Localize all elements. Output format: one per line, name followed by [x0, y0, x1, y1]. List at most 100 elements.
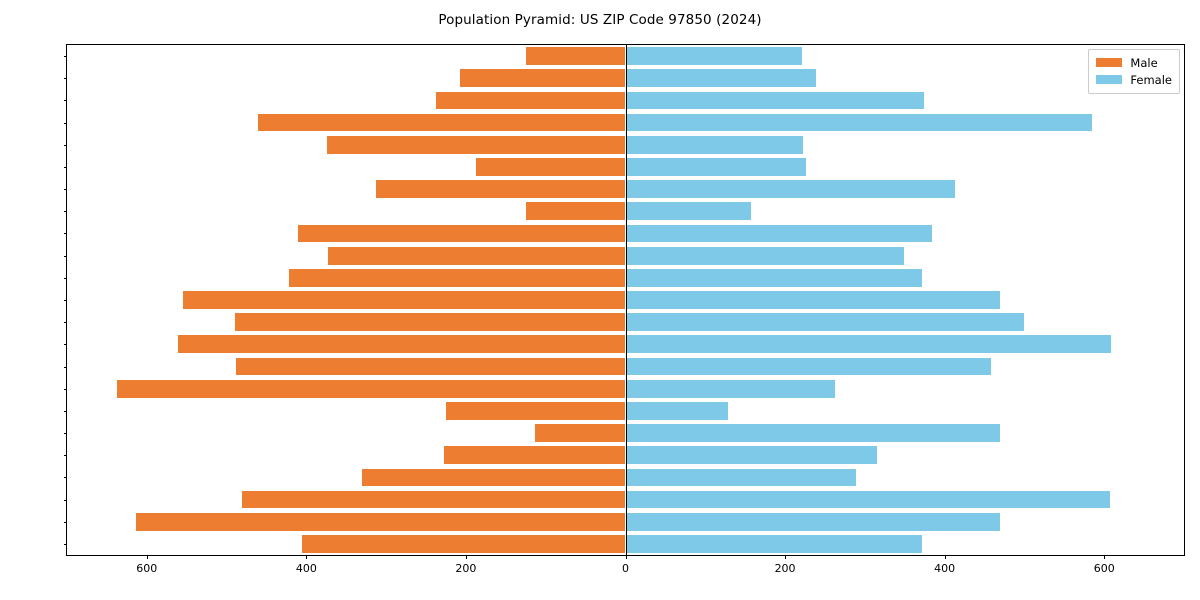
bar-female[interactable]: [625, 402, 729, 420]
bar-male[interactable]: [288, 268, 626, 287]
bar-female[interactable]: [625, 202, 751, 221]
legend-label-male: Male: [1130, 55, 1158, 70]
bar-male[interactable]: [302, 535, 626, 553]
bar-male[interactable]: [444, 446, 626, 465]
y-tick-mark: [63, 166, 67, 168]
age-group-row: [67, 180, 1184, 198]
y-tick-mark: [63, 410, 67, 412]
y-tick-mark: [63, 499, 67, 501]
age-group-row: [67, 490, 1184, 509]
bar-female[interactable]: [625, 512, 1001, 531]
bar-male[interactable]: [177, 335, 626, 354]
x-tick-mark: [465, 555, 467, 559]
age-group-row: [67, 268, 1184, 287]
chart-title: Population Pyramid: US ZIP Code 97850 (2…: [438, 12, 762, 28]
age-group-row: [67, 224, 1184, 243]
bar-male[interactable]: [235, 313, 626, 332]
y-tick-mark: [63, 300, 67, 301]
age-group-row: [67, 246, 1184, 265]
bar-male[interactable]: [257, 113, 626, 132]
legend-swatch-female: [1096, 75, 1123, 84]
y-tick-mark: [63, 211, 67, 213]
y-tick-mark: [63, 477, 67, 479]
age-group-row: [67, 335, 1184, 354]
bar-male[interactable]: [297, 224, 626, 243]
bar-male[interactable]: [327, 135, 626, 154]
plot-inner: [67, 45, 1184, 555]
bar-male[interactable]: [445, 402, 626, 420]
bar-male[interactable]: [117, 379, 626, 398]
bar-female[interactable]: [625, 113, 1093, 132]
bar-female[interactable]: [625, 535, 922, 553]
legend[interactable]: Male Female: [1088, 49, 1180, 94]
age-group-row: [67, 113, 1184, 132]
bar-male[interactable]: [362, 468, 626, 487]
x-tick-label: 600: [136, 562, 158, 575]
bar-male[interactable]: [436, 91, 626, 110]
bar-female[interactable]: [625, 490, 1110, 509]
bar-female[interactable]: [625, 335, 1111, 354]
bar-female[interactable]: [625, 446, 877, 465]
y-tick-mark: [63, 322, 67, 324]
bar-female[interactable]: [625, 246, 904, 265]
age-group-row: [67, 291, 1184, 309]
bar-male[interactable]: [475, 158, 626, 176]
y-tick-mark: [63, 455, 67, 457]
age-group-row: [67, 202, 1184, 221]
x-tick-mark: [306, 555, 308, 559]
legend-item-female[interactable]: Female: [1096, 71, 1172, 88]
bar-female[interactable]: [625, 468, 857, 487]
bar-female[interactable]: [625, 357, 991, 376]
y-tick-mark: [63, 78, 67, 80]
bar-female[interactable]: [625, 313, 1024, 332]
bar-male[interactable]: [327, 246, 626, 265]
bar-female[interactable]: [625, 135, 803, 154]
bar-male[interactable]: [375, 180, 626, 198]
bar-male[interactable]: [183, 291, 626, 309]
bar-male[interactable]: [236, 357, 626, 376]
age-group-row: [67, 535, 1184, 553]
age-group-row: [67, 69, 1184, 88]
bar-male[interactable]: [535, 424, 626, 442]
legend-item-male[interactable]: Male: [1096, 54, 1172, 71]
x-tick-label: 400: [934, 562, 956, 575]
x-tick-label: 400: [295, 562, 317, 575]
age-group-row: [67, 135, 1184, 154]
bar-male[interactable]: [136, 512, 626, 531]
y-tick-mark: [63, 366, 67, 368]
plot-area: 85+80-8475-7970-7467-6965-6662-6460-6155…: [63, 44, 1185, 575]
age-group-row: [67, 47, 1184, 65]
age-group-row: [67, 468, 1184, 487]
y-tick-mark: [63, 233, 67, 235]
y-tick-mark: [63, 344, 67, 346]
x-tick-mark: [1104, 555, 1106, 559]
y-tick-mark: [63, 255, 67, 257]
bar-male[interactable]: [460, 69, 626, 88]
bar-female[interactable]: [625, 268, 922, 287]
y-tick-mark: [63, 388, 67, 390]
age-group-row: [67, 379, 1184, 398]
age-group-row: [67, 512, 1184, 531]
bar-female[interactable]: [625, 224, 932, 243]
age-group-row: [67, 446, 1184, 465]
bar-female[interactable]: [625, 47, 802, 65]
bar-male[interactable]: [241, 490, 626, 509]
bar-female[interactable]: [625, 158, 806, 176]
bar-female[interactable]: [625, 69, 817, 88]
bar-male[interactable]: [525, 202, 626, 221]
y-tick-mark: [63, 543, 67, 545]
bar-female[interactable]: [625, 180, 955, 198]
bar-female[interactable]: [625, 91, 924, 110]
zero-axis-line: [625, 45, 627, 555]
bar-female[interactable]: [625, 379, 835, 398]
bar-female[interactable]: [625, 424, 1001, 442]
y-tick-mark: [63, 100, 67, 102]
bar-female[interactable]: [625, 291, 1000, 309]
y-tick-mark: [63, 56, 67, 58]
legend-swatch-male: [1096, 58, 1123, 67]
x-tick-label: 200: [774, 562, 796, 575]
x-tick-mark: [785, 555, 787, 559]
bar-male[interactable]: [525, 47, 626, 65]
age-group-row: [67, 158, 1184, 176]
